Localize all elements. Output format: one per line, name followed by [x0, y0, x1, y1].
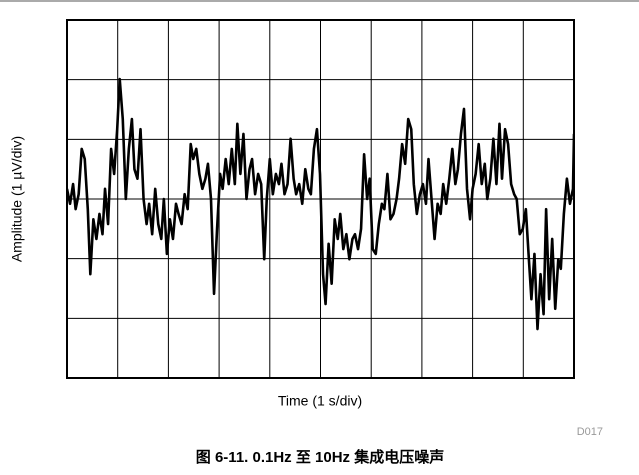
y-axis-label: Amplitude (1 µV/div) [9, 136, 25, 262]
chart-title: 图 6-11. 0.1Hz 至 10Hz 集成电压噪声 [196, 448, 444, 466]
figure-id: D017 [577, 426, 603, 438]
x-axis-label: Time (1 s/div) [278, 393, 362, 409]
trace [67, 77, 574, 331]
plot-frame [66, 19, 575, 379]
